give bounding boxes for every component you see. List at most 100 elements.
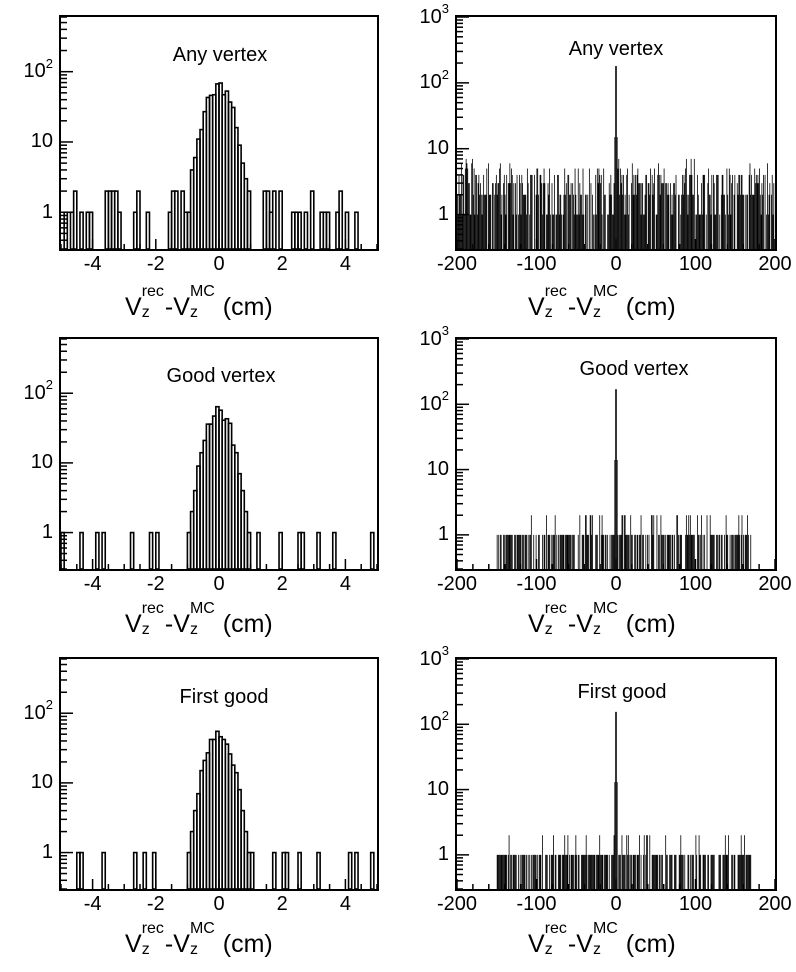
- histogram-bin: [524, 534, 526, 569]
- histogram-bin: [530, 174, 531, 249]
- histogram-bin: [628, 854, 630, 889]
- histogram-bin: [503, 183, 504, 249]
- histogram-bin: [759, 168, 760, 249]
- histogram-bin: [612, 854, 614, 889]
- histogram-bin: [503, 854, 505, 889]
- histogram-bin: [569, 194, 571, 249]
- histogram-bin: [707, 183, 709, 249]
- histogram-bin: [636, 854, 638, 889]
- histogram-bin: [587, 534, 589, 569]
- x-tick-label: 0: [213, 573, 225, 595]
- histogram-bin: [559, 534, 561, 569]
- xlabel-unit: (cm): [625, 610, 676, 638]
- xlabel-space: [619, 293, 626, 321]
- histogram-bin: [592, 854, 594, 889]
- xlabel-base: V: [576, 930, 593, 958]
- histogram-bin: [662, 854, 663, 889]
- histogram-bin: [615, 711, 616, 889]
- histogram-bin: [538, 194, 539, 249]
- histogram-bin: [744, 835, 745, 889]
- histogram-bin: [511, 854, 512, 889]
- xlabel-space: [216, 293, 223, 321]
- histogram-bin: [577, 534, 579, 569]
- y-tick-base: 10: [419, 71, 442, 94]
- xlabel-scripts: reczrec: [142, 920, 164, 959]
- histogram-bin: [743, 194, 744, 249]
- histogram-bin: [628, 534, 630, 569]
- histogram-bin: [458, 174, 460, 249]
- histogram-bin: [508, 835, 510, 889]
- histogram-bin: [655, 214, 657, 249]
- xlabel-superscript: MC: [592, 283, 618, 300]
- histogram-bin: [678, 194, 680, 249]
- histogram-bin: [623, 854, 624, 889]
- histogram-bin: [649, 194, 651, 249]
- panel-4-xlabel: Vreczrec-VMCzMC (cm): [528, 600, 676, 639]
- histogram-bin: [635, 174, 636, 249]
- histogram-bin: [549, 854, 551, 889]
- histogram-bin: [675, 854, 677, 889]
- histogram-bin: [510, 534, 512, 569]
- histogram-bin: [572, 534, 574, 569]
- histogram-bin: [662, 534, 664, 569]
- histogram-bin: [526, 534, 527, 569]
- histogram-bin: [667, 183, 669, 249]
- histogram-bin: [688, 194, 690, 249]
- histogram-bin: [571, 854, 573, 889]
- histogram-bin: [559, 854, 561, 889]
- histogram-bin: [753, 194, 755, 249]
- histogram-bin: [505, 854, 507, 889]
- histogram-bin: [661, 854, 663, 889]
- xlabel-minus: -: [567, 930, 577, 958]
- histogram-bin: [579, 183, 581, 249]
- histogram-bin: [588, 854, 590, 889]
- histogram-bin: [706, 515, 708, 569]
- histogram-bin: [646, 835, 648, 889]
- y-tick-exponent: 2: [45, 697, 53, 713]
- histogram-bin: [496, 194, 498, 249]
- histogram-bin: [750, 854, 752, 889]
- histogram-bin: [325, 211, 331, 250]
- histogram-bin: [747, 534, 749, 569]
- histogram-bin: [633, 174, 635, 249]
- histogram-bin: [554, 854, 556, 889]
- histogram-bin: [677, 515, 679, 569]
- histogram-bin: [551, 183, 553, 249]
- histogram-bin: [711, 534, 713, 569]
- histogram-bin: [583, 214, 585, 249]
- x-tick-label: -4: [83, 253, 102, 275]
- x-tick-label: -200: [436, 253, 478, 275]
- histogram-bin: [739, 854, 741, 889]
- histogram-bin: [674, 854, 675, 889]
- panel-5-histogram: [60, 658, 378, 890]
- histogram-bin: [703, 174, 705, 249]
- y-tick-base: 1: [41, 841, 53, 864]
- panel-5-title: First good: [179, 686, 269, 708]
- histogram-bin: [714, 214, 716, 249]
- histogram-bin: [649, 835, 651, 889]
- histogram-bin: [504, 854, 506, 889]
- histogram-bin: [729, 174, 731, 249]
- histogram-bin: [476, 214, 478, 249]
- y-tick-label: 10: [427, 137, 449, 160]
- histogram-bin: [659, 854, 661, 889]
- y-tick-exponent: 2: [441, 708, 449, 724]
- histogram-bin: [682, 854, 684, 889]
- histogram-bin: [699, 214, 701, 249]
- histogram-bin: [495, 174, 497, 249]
- histogram-bin: [560, 854, 562, 889]
- histogram-bin: [464, 168, 466, 249]
- histogram-bin: [495, 183, 496, 249]
- histogram-bin: [599, 174, 601, 249]
- xlabel-subscript: z: [189, 941, 198, 958]
- y-tick-exponent: 3: [441, 642, 449, 658]
- histogram-bin: [550, 534, 552, 569]
- histogram-bin: [155, 531, 160, 570]
- x-tick-label: 2: [276, 253, 288, 275]
- histogram-bin: [628, 194, 630, 249]
- histogram-bin: [548, 194, 550, 249]
- histogram-bin: [480, 194, 482, 249]
- histogram-bin: [582, 854, 584, 889]
- histogram-bin: [631, 534, 633, 569]
- histogram-bin: [638, 854, 640, 889]
